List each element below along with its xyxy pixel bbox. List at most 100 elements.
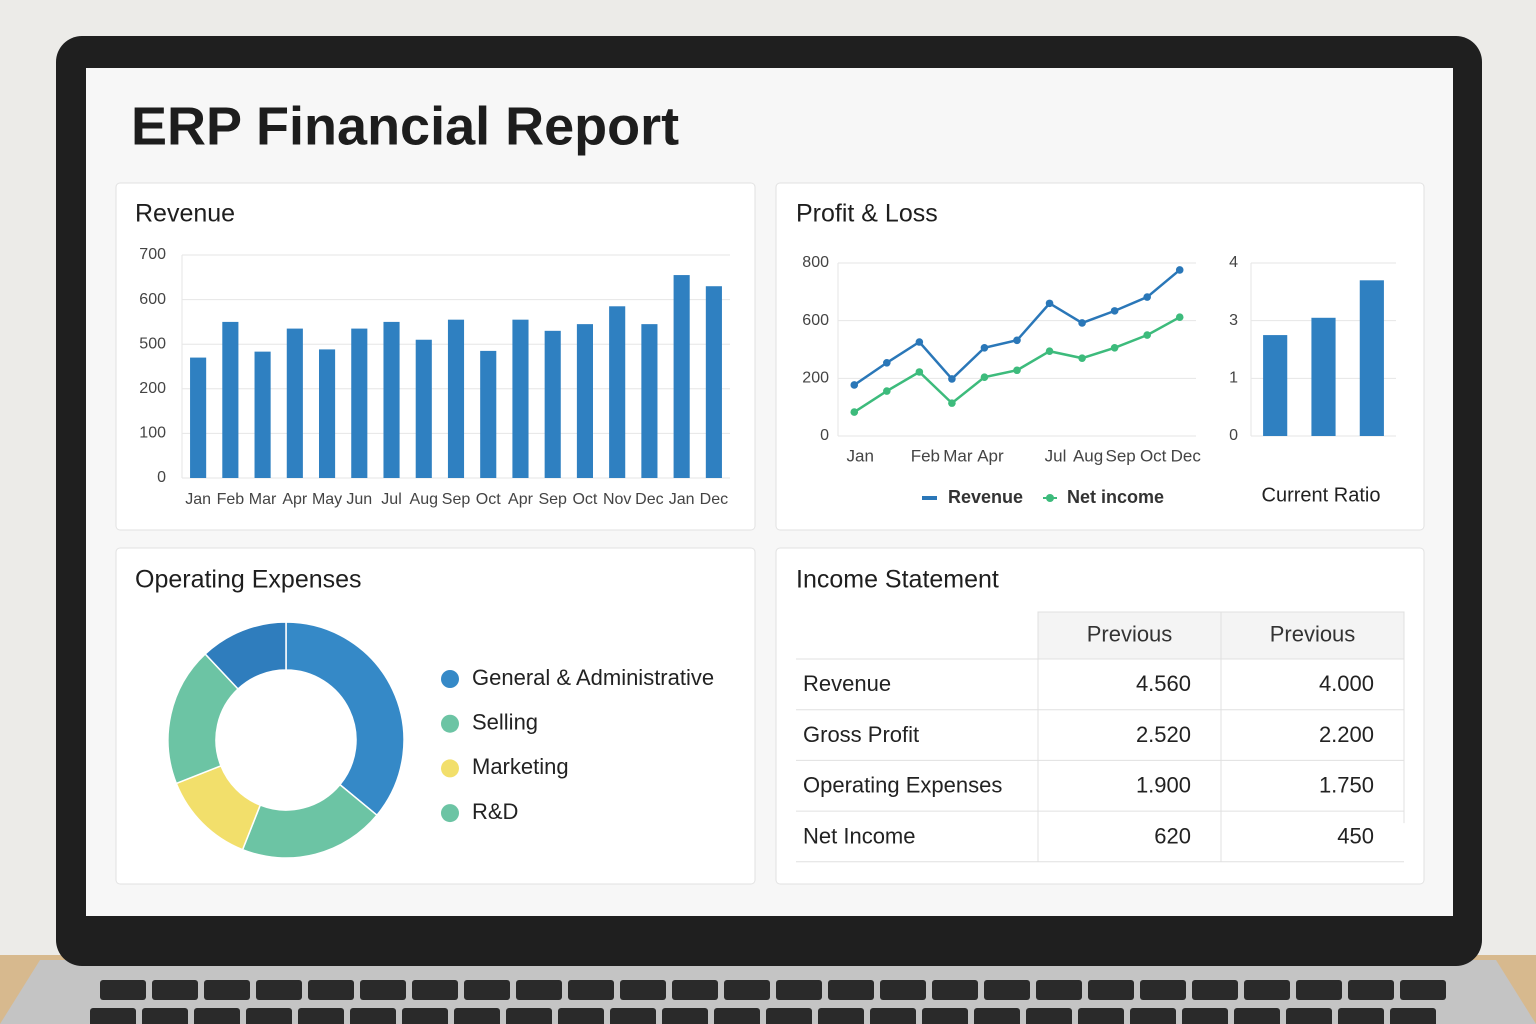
page-title: ERP Financial Report bbox=[131, 96, 679, 156]
y-tick-label: 1 bbox=[1229, 370, 1238, 387]
key bbox=[506, 1008, 552, 1024]
x-tick-label: Apr bbox=[977, 446, 1004, 465]
legend-swatch bbox=[441, 714, 459, 733]
y-tick-label: 4 bbox=[1229, 254, 1238, 271]
bar bbox=[1359, 280, 1384, 436]
point bbox=[980, 373, 989, 381]
x-axis-label: Current Ratio bbox=[1262, 484, 1381, 506]
x-tick-label: Aug bbox=[410, 491, 438, 508]
profit-loss-card bbox=[775, 182, 1425, 531]
key bbox=[984, 980, 1030, 1000]
bar bbox=[609, 306, 626, 478]
point bbox=[1110, 307, 1119, 315]
key bbox=[1192, 980, 1238, 1000]
x-tick-label: Oct bbox=[1140, 446, 1167, 465]
key bbox=[1234, 1008, 1280, 1024]
table-cell: Gross Profit bbox=[803, 722, 919, 747]
table-cell: 4.560 bbox=[1136, 671, 1191, 696]
x-tick-label: Jan bbox=[185, 491, 211, 508]
key bbox=[1130, 1008, 1176, 1024]
table-cell: 2.520 bbox=[1136, 722, 1191, 747]
bar bbox=[641, 324, 658, 478]
bar bbox=[286, 328, 303, 478]
x-tick-label: Jun bbox=[346, 491, 372, 508]
key bbox=[308, 980, 354, 1000]
y-tick-label: 700 bbox=[139, 246, 166, 263]
legend-label: Revenue bbox=[948, 487, 1023, 507]
key bbox=[152, 980, 198, 1000]
key bbox=[932, 980, 978, 1000]
key bbox=[620, 980, 666, 1000]
x-tick-label: Aug bbox=[1073, 446, 1103, 465]
key bbox=[90, 1008, 136, 1024]
bar bbox=[576, 324, 593, 478]
key bbox=[256, 980, 302, 1000]
x-tick-label: May bbox=[312, 491, 342, 508]
bar bbox=[705, 286, 722, 478]
legend-label: R&D bbox=[472, 799, 518, 824]
key bbox=[1286, 1008, 1332, 1024]
point bbox=[915, 368, 924, 376]
y-tick-label: 200 bbox=[802, 370, 829, 387]
y-tick-label: 200 bbox=[139, 380, 166, 397]
key bbox=[828, 980, 874, 1000]
y-tick-label: 600 bbox=[139, 291, 166, 308]
legend-swatch bbox=[1046, 494, 1054, 502]
key bbox=[1140, 980, 1186, 1000]
x-tick-label: Sep bbox=[442, 491, 471, 508]
table-cell: 1.750 bbox=[1319, 773, 1374, 798]
bar bbox=[1311, 317, 1336, 436]
legend-label: Marketing bbox=[472, 754, 569, 779]
point bbox=[948, 399, 956, 407]
bar bbox=[447, 319, 465, 478]
key bbox=[246, 1008, 292, 1024]
key bbox=[766, 1008, 812, 1024]
card-title: Revenue bbox=[135, 200, 235, 228]
point bbox=[1045, 299, 1054, 308]
bar bbox=[319, 349, 336, 478]
bar bbox=[351, 328, 368, 478]
point bbox=[883, 358, 891, 367]
legend-swatch bbox=[441, 670, 459, 688]
point bbox=[1143, 331, 1151, 339]
key bbox=[454, 1008, 500, 1024]
revenue-card bbox=[115, 182, 756, 531]
x-tick-label: Nov bbox=[603, 491, 631, 508]
legend-label: Net income bbox=[1067, 487, 1164, 507]
bar bbox=[1263, 335, 1288, 436]
point bbox=[850, 381, 859, 389]
table-cell: 450 bbox=[1337, 823, 1374, 848]
column-header: Previous bbox=[1270, 621, 1356, 646]
y-tick-label: 3 bbox=[1229, 312, 1238, 329]
x-tick-label: Oct bbox=[476, 491, 501, 508]
key bbox=[1296, 980, 1342, 1000]
bar bbox=[222, 321, 239, 478]
key bbox=[360, 980, 406, 1000]
key bbox=[402, 1008, 448, 1024]
table-cell: Revenue bbox=[803, 671, 891, 696]
key bbox=[204, 980, 250, 1000]
legend-label: General & Administrative bbox=[472, 665, 714, 690]
point bbox=[1143, 293, 1151, 301]
x-tick-label: Apr bbox=[282, 491, 308, 508]
point bbox=[1045, 347, 1054, 356]
key bbox=[568, 980, 614, 1000]
key bbox=[1348, 980, 1394, 1000]
table-cell: Operating Expenses bbox=[803, 773, 1002, 798]
legend-swatch bbox=[441, 804, 459, 823]
bar bbox=[190, 357, 207, 478]
table-cell: 1.900 bbox=[1136, 773, 1191, 798]
key bbox=[880, 980, 926, 1000]
key bbox=[1390, 1008, 1436, 1024]
y-tick-label: 0 bbox=[157, 469, 166, 486]
x-tick-label: Jan bbox=[847, 446, 874, 465]
x-tick-label: Feb bbox=[911, 446, 940, 465]
key bbox=[714, 1008, 760, 1024]
key bbox=[1338, 1008, 1384, 1024]
key bbox=[610, 1008, 656, 1024]
keyboard bbox=[90, 980, 1446, 1024]
key bbox=[724, 980, 770, 1000]
point bbox=[948, 375, 956, 383]
table-cell: 620 bbox=[1154, 823, 1191, 848]
